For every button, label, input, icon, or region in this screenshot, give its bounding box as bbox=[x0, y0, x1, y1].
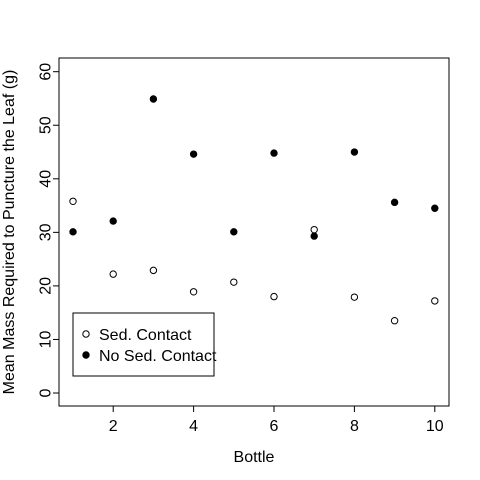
no-sed-contact-point bbox=[230, 228, 238, 236]
sed-contact-point bbox=[69, 197, 77, 205]
sed-contact-point bbox=[350, 293, 359, 301]
data-points bbox=[69, 95, 439, 325]
legend-box bbox=[72, 312, 215, 377]
legend-label-sed-contact: Sed. Contact bbox=[99, 327, 192, 344]
x-tick-label: 6 bbox=[270, 418, 279, 435]
no-sed-contact-point bbox=[149, 95, 158, 103]
no-sed-contact-point bbox=[350, 148, 359, 156]
sed-contact-point bbox=[230, 278, 238, 286]
x-tick-label: 8 bbox=[350, 418, 359, 435]
y-tick-label: 20 bbox=[38, 277, 55, 295]
no-sed-contact-point bbox=[390, 198, 399, 207]
no-sed-contact-point bbox=[109, 217, 117, 225]
no-sed-contact-point bbox=[310, 232, 318, 240]
sed-contact-point bbox=[431, 297, 439, 305]
no-sed-contact-point bbox=[189, 150, 198, 158]
x-tick-label: 4 bbox=[189, 418, 198, 435]
y-tick-label: 10 bbox=[38, 330, 55, 348]
y-axis-label: Mean Mass Required to Puncture the Leaf … bbox=[1, 70, 18, 395]
y-tick-label: 30 bbox=[38, 223, 55, 241]
x-axis: 2 4 6 8 10 bbox=[109, 405, 444, 435]
legend: Sed. Contact No Sed. Contact bbox=[72, 312, 217, 377]
no-sed-contact-point bbox=[270, 149, 278, 157]
y-tick-label: 0 bbox=[38, 388, 55, 397]
sed-contact-point bbox=[270, 292, 278, 301]
x-axis-label: Bottle bbox=[234, 449, 275, 466]
y-axis: 0 10 20 30 40 50 60 bbox=[38, 63, 60, 397]
legend-label-no-sed-contact: No Sed. Contact bbox=[99, 348, 217, 365]
no-sed-contact-point bbox=[69, 228, 77, 236]
sed-contact-point bbox=[390, 317, 399, 325]
legend-marker-no-sed-contact bbox=[82, 351, 90, 359]
x-tick-label: 10 bbox=[426, 418, 444, 435]
y-tick-label: 50 bbox=[38, 116, 55, 134]
x-tick-label: 2 bbox=[109, 418, 118, 435]
legend-marker-sed-contact bbox=[82, 330, 90, 338]
y-tick-label: 60 bbox=[38, 63, 55, 81]
no-sed-contact-point bbox=[431, 204, 439, 212]
sed-contact-point bbox=[149, 266, 158, 275]
y-tick-label: 40 bbox=[38, 170, 55, 188]
sed-contact-point bbox=[310, 225, 318, 234]
sed-contact-point bbox=[189, 288, 198, 296]
sed-contact-point bbox=[109, 270, 117, 278]
